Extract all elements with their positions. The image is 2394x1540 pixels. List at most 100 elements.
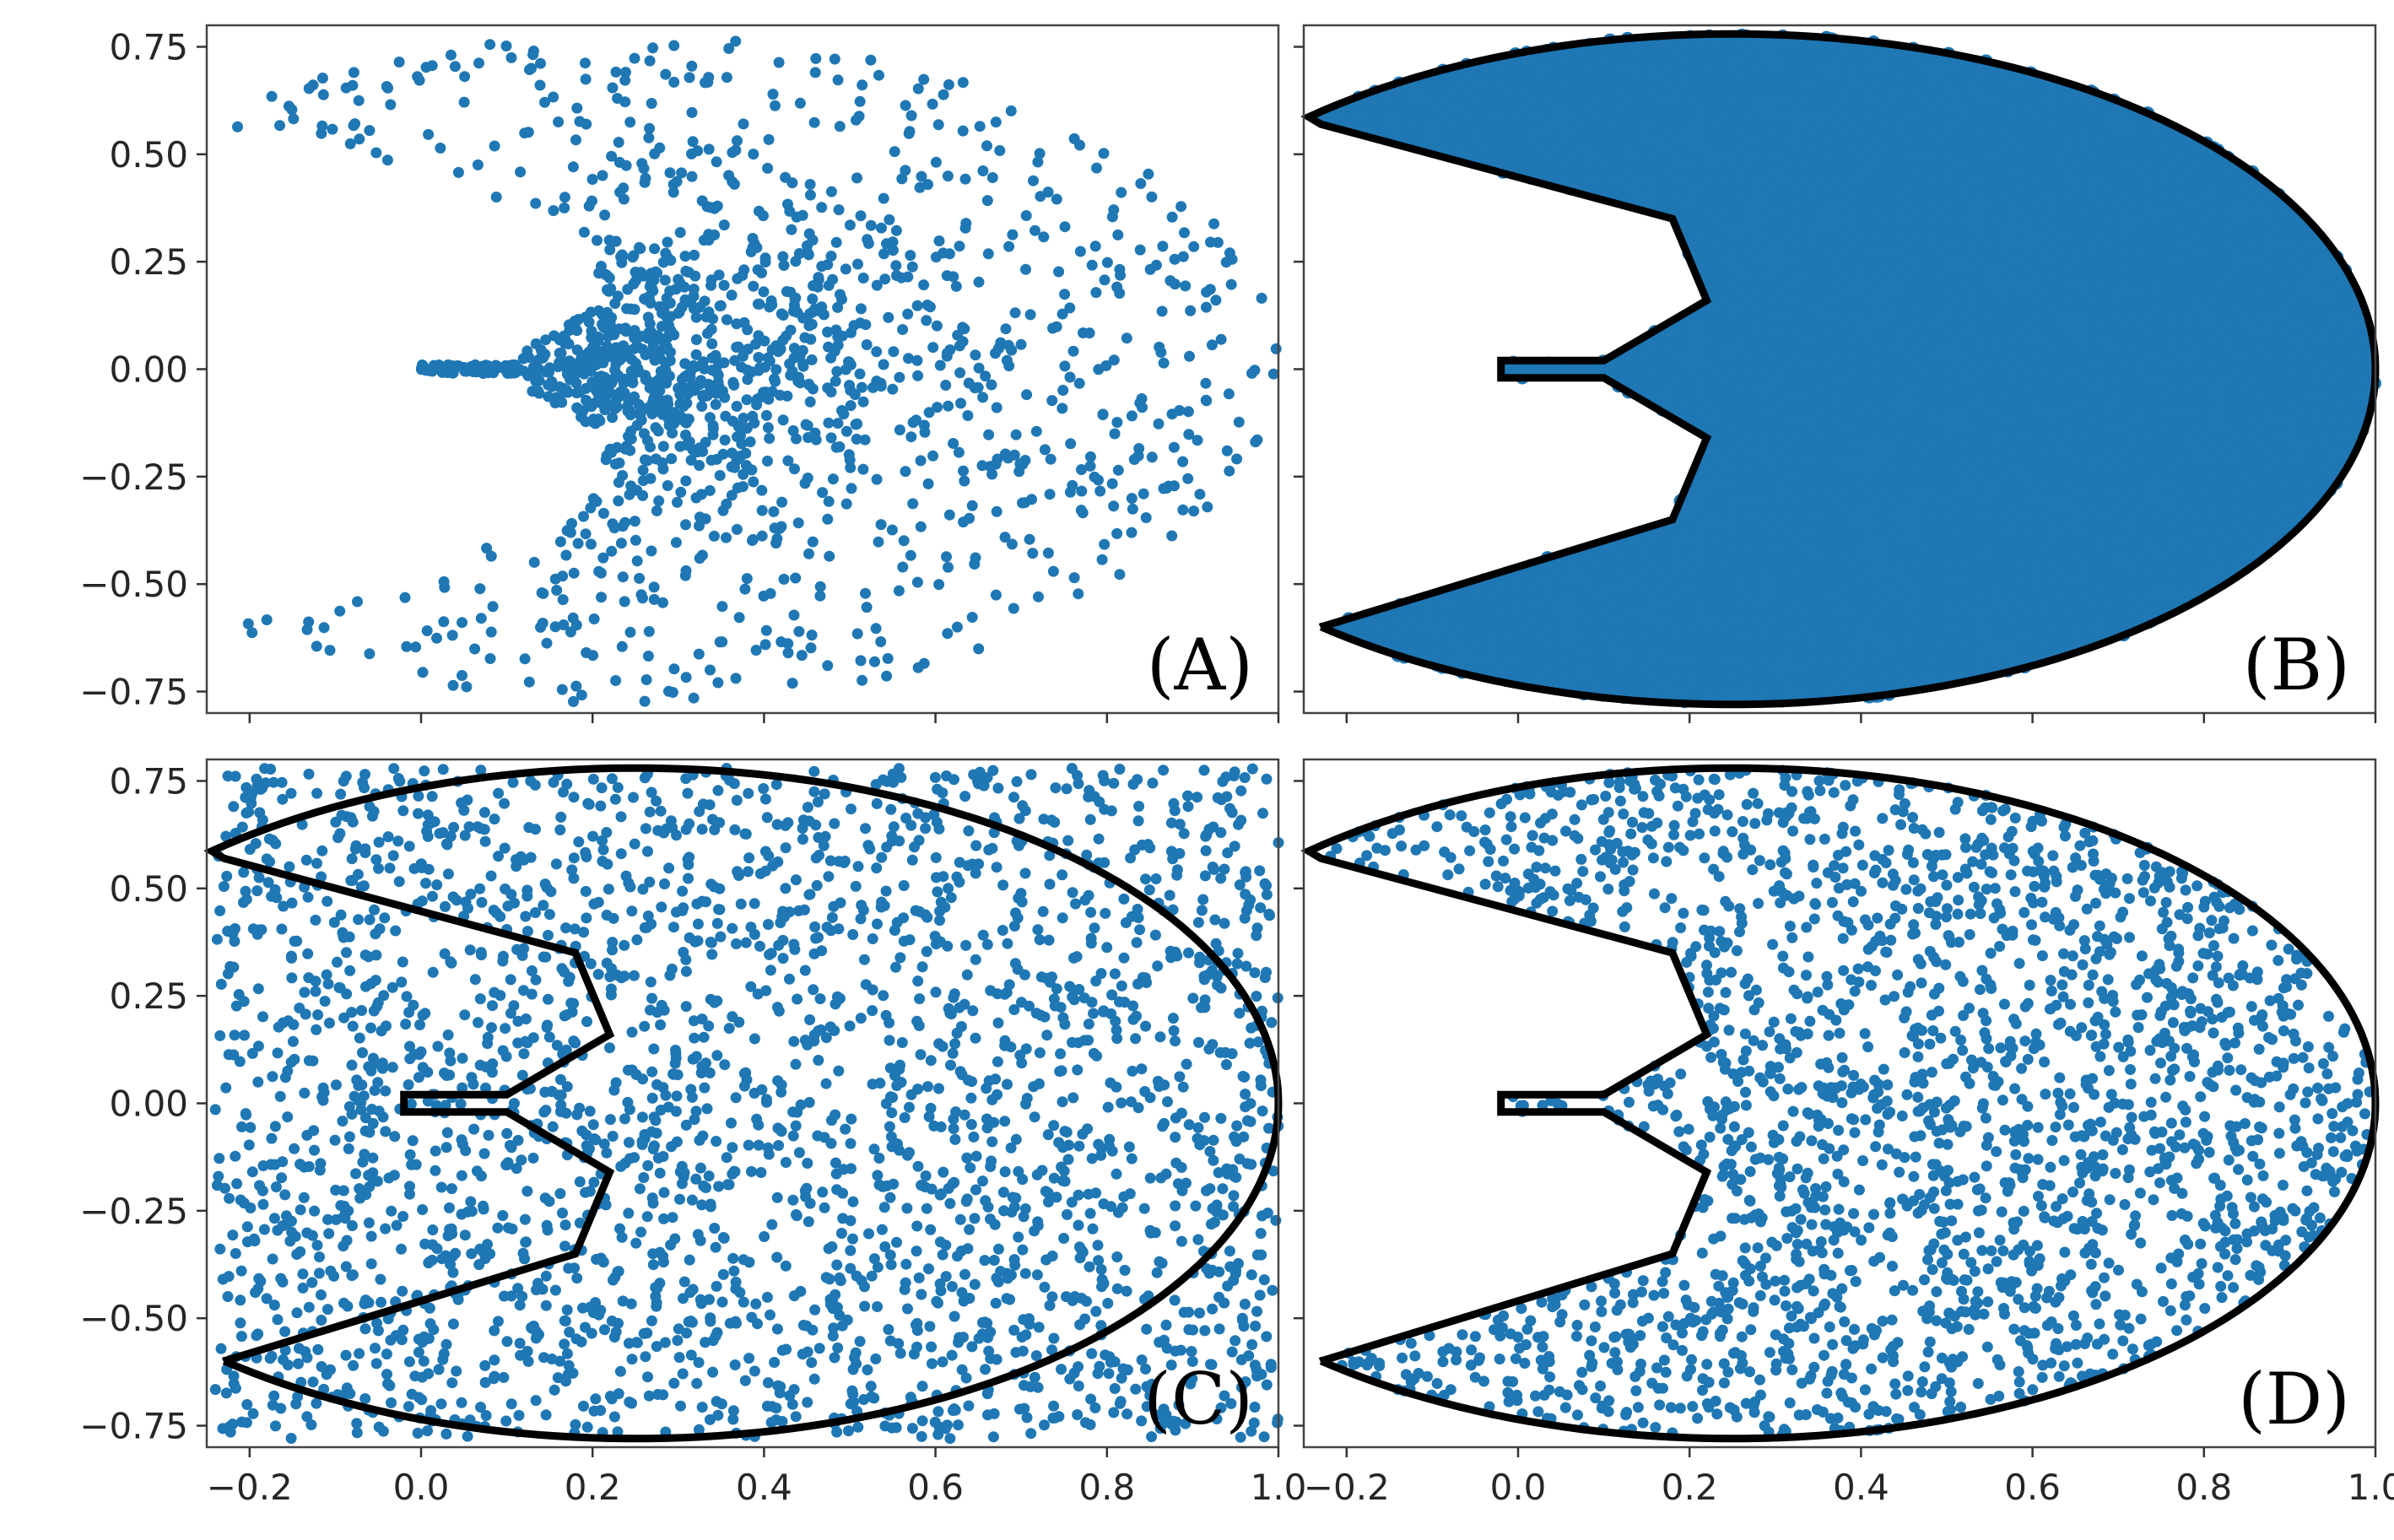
scatter-point xyxy=(973,362,985,374)
scatter-point xyxy=(660,68,672,80)
scatter-point xyxy=(786,678,798,689)
scatter-point xyxy=(1076,464,1087,475)
scatter-point xyxy=(668,40,680,51)
scatter-point xyxy=(616,249,628,261)
scatter-point xyxy=(1046,395,1058,407)
scatter-point xyxy=(775,308,787,320)
scatter-point xyxy=(665,407,677,419)
scatter-point xyxy=(726,489,738,501)
scatter-point xyxy=(580,528,592,540)
scatter-point xyxy=(932,402,943,413)
scatter-point xyxy=(851,418,863,430)
scatter-point xyxy=(1166,211,1178,223)
scatter-point xyxy=(1166,530,1178,542)
scatter-point xyxy=(851,628,863,640)
scatter-point xyxy=(726,289,738,301)
scatter-point xyxy=(2229,184,2244,198)
scatter-point xyxy=(680,565,692,576)
scatter-point xyxy=(1099,538,1111,550)
scatter-points-a xyxy=(232,35,1282,707)
scatter-point xyxy=(578,511,589,522)
scatter-point xyxy=(843,356,854,368)
scatter-point xyxy=(1635,551,1649,565)
scatter-point xyxy=(457,670,467,681)
scatter-point xyxy=(586,174,598,185)
scatter-point xyxy=(317,89,329,100)
scatter-point xyxy=(797,209,808,221)
scatter-point xyxy=(703,143,715,155)
scatter-point xyxy=(613,457,625,469)
scatter-point xyxy=(1090,287,1102,299)
scatter-point xyxy=(1806,601,1820,615)
scatter-point xyxy=(1656,182,1670,197)
scatter-point xyxy=(1073,377,1085,389)
scatter-point xyxy=(657,307,667,319)
scatter-point xyxy=(807,293,819,305)
scatter-point xyxy=(807,536,819,548)
scatter-point xyxy=(641,455,653,467)
scatter-point xyxy=(831,365,843,377)
scatter-point xyxy=(730,35,742,47)
scatter-point xyxy=(1146,451,1158,463)
scatter-point xyxy=(1206,339,1218,351)
scatter-point xyxy=(303,83,315,95)
scatter-point xyxy=(344,138,356,149)
scatter-point xyxy=(943,78,954,90)
scatter-point xyxy=(2056,200,2070,214)
scatter-point xyxy=(565,374,576,386)
scatter-point xyxy=(729,354,741,366)
scatter-point xyxy=(1408,614,1422,629)
scatter-point xyxy=(646,98,657,109)
scatter-point xyxy=(948,271,959,283)
scatter-point xyxy=(886,524,898,536)
panel-a: 0.750.500.250.00−0.25−0.50−0.75 (A) xyxy=(79,24,1282,723)
scatter-point xyxy=(862,234,873,246)
y-axis-a: 0.750.500.250.00−0.25−0.50−0.75 xyxy=(79,26,207,713)
scatter-point xyxy=(485,626,497,638)
scatter-point xyxy=(994,145,1006,156)
scatter-point xyxy=(640,172,651,184)
scatter-point xyxy=(680,475,692,487)
scatter-point xyxy=(2007,278,2021,292)
scatter-point xyxy=(709,229,721,240)
scatter-point xyxy=(447,679,459,691)
scatter-point xyxy=(2067,575,2081,589)
scatter-point xyxy=(958,516,970,528)
scatter-point xyxy=(484,653,496,664)
scatter-point xyxy=(591,359,602,370)
scatter-point xyxy=(1201,301,1212,313)
scatter-point xyxy=(628,250,640,262)
scatter-point xyxy=(2008,236,2022,251)
scatter-point xyxy=(933,235,945,246)
scatter-point xyxy=(686,148,697,159)
scatter-point xyxy=(921,315,932,327)
scatter-point xyxy=(1035,191,1046,203)
scatter-point xyxy=(232,121,243,132)
scatter-point xyxy=(1486,600,1500,614)
scatter-point xyxy=(666,453,678,465)
scatter-point xyxy=(364,125,376,137)
scatter-point xyxy=(871,473,883,485)
scatter-point xyxy=(1654,609,1668,624)
scatter-point xyxy=(1224,465,1235,477)
scatter-point xyxy=(1185,305,1197,316)
scatter-point xyxy=(592,335,604,347)
scatter-point xyxy=(316,73,328,84)
scatter-point xyxy=(1511,121,1526,135)
scatter-point xyxy=(721,72,732,84)
scatter-point xyxy=(851,114,862,126)
scatter-point xyxy=(803,432,814,443)
scatter-point xyxy=(748,149,759,160)
scatter-point xyxy=(983,429,995,440)
scatter-point xyxy=(829,53,840,65)
scatter-point xyxy=(1851,433,1865,447)
scatter-point xyxy=(1111,417,1123,428)
scatter-point xyxy=(421,625,433,636)
y-tick-label: −0.25 xyxy=(79,457,188,498)
scatter-point xyxy=(523,676,535,688)
scatter-point xyxy=(889,146,900,158)
scatter-point xyxy=(436,366,448,378)
scatter-point xyxy=(1059,360,1071,372)
scatter-point xyxy=(749,338,761,350)
scatter-point xyxy=(621,303,633,315)
